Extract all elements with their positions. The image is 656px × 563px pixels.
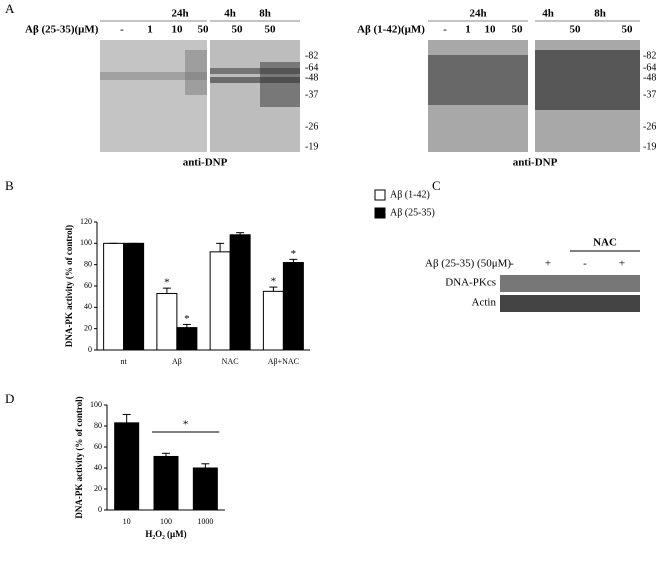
lane-label: 50 [265,24,277,36]
mw-marker: -48 [643,72,656,83]
x-tick-label: 100 [160,517,172,526]
treatment-label: Aβ (25-35) (50μM) [425,258,511,270]
mw-marker: -26 [643,121,656,132]
time-label: 8h [594,8,606,20]
y-tick-label: 0 [88,345,92,354]
bar [209,251,231,351]
x-tick-label: nt [121,357,128,366]
panel-label: B [5,178,14,193]
mw-marker: -64 [305,62,318,73]
mw-marker: -82 [305,50,318,61]
bar [176,327,198,351]
lane-label: - [583,258,587,270]
y-tick-label: 60 [84,281,92,290]
time-label: 8h [259,8,271,20]
legend-label: Aβ (25-35) [390,207,435,218]
time-label: 24h [469,8,486,20]
mw-marker: -37 [305,89,318,100]
significance: * [184,313,190,325]
mw-marker: -64 [643,62,656,73]
significance: * [291,248,297,260]
row-label: Actin [472,297,497,309]
time-label: 24h [171,8,188,20]
time-label: 4h [542,8,554,20]
lane-label: 10 [172,24,184,36]
lane-label: + [619,258,625,270]
bar [114,422,140,511]
mw-marker: -48 [305,72,318,83]
treatment-label: Aβ (25-35)(μM) [25,24,99,36]
panel-label: C [432,178,441,193]
bar [123,242,145,351]
treatment-label: Aβ (1-42)(μM) [357,24,425,36]
bar [282,262,304,351]
y-tick-label: 40 [84,302,92,311]
lane-label: + [545,258,551,270]
y-tick-label: 80 [94,421,102,430]
lane-label: - [443,24,447,36]
blot-images [100,40,640,312]
x-tick-label: Aβ [172,357,182,366]
lane-label: 1 [465,24,471,36]
bar [192,467,218,511]
y-axis-label: DNA-PK activity (% of control) [74,396,84,518]
x-tick-label: 1000 [197,517,213,526]
y-tick-label: 100 [80,238,92,247]
lane-label: - [120,24,124,36]
y-tick-label: 20 [84,323,92,332]
lane-label: 1 [147,24,153,36]
y-tick-label: 60 [94,442,102,451]
x-axis-label: H₂O₂ (μM) [145,529,186,539]
row-label: DNA-PKcs [445,277,496,289]
x-tick-label: 10 [123,517,131,526]
y-tick-label: 0 [98,505,102,514]
significance: * [183,419,189,431]
mw-marker: -82 [643,50,656,61]
lane-label: 50 [512,24,524,36]
mw-marker: -26 [305,121,318,132]
y-axis-label: DNA-PK activity (% of control) [64,225,74,347]
y-tick-label: 80 [84,259,92,268]
antibody-label: anti-DNP [183,157,228,169]
significance: * [164,277,170,289]
bar [156,292,178,351]
bar [153,455,179,511]
lane-label: 10 [485,24,497,36]
bar [262,290,284,351]
y-tick-label: 120 [80,217,92,226]
mw-marker: -37 [643,89,656,100]
lane-label: - [510,258,514,270]
time-label: 4h [224,8,236,20]
bar [229,234,251,351]
lane-label: 50 [198,24,210,36]
lane-label: 50 [232,24,244,36]
significance: * [271,276,277,288]
legend-swatch [374,189,386,201]
y-tick-label: 100 [90,400,102,409]
x-tick-label: Aβ+NAC [268,357,299,366]
group-label: NAC [593,237,617,249]
mw-marker: -19 [643,141,656,152]
legend-swatch [374,207,386,219]
lane-label: 50 [570,24,582,36]
panel-label: A [5,1,15,16]
mw-marker: -19 [305,141,318,152]
lane-label: 50 [622,24,634,36]
y-tick-label: 20 [94,484,102,493]
panel-label: D [5,391,14,406]
y-tick-label: 40 [94,463,102,472]
antibody-label: anti-DNP [513,157,558,169]
x-tick-label: NAC [222,357,239,366]
bar [103,242,125,351]
legend-label: Aβ (1-42) [390,189,430,200]
